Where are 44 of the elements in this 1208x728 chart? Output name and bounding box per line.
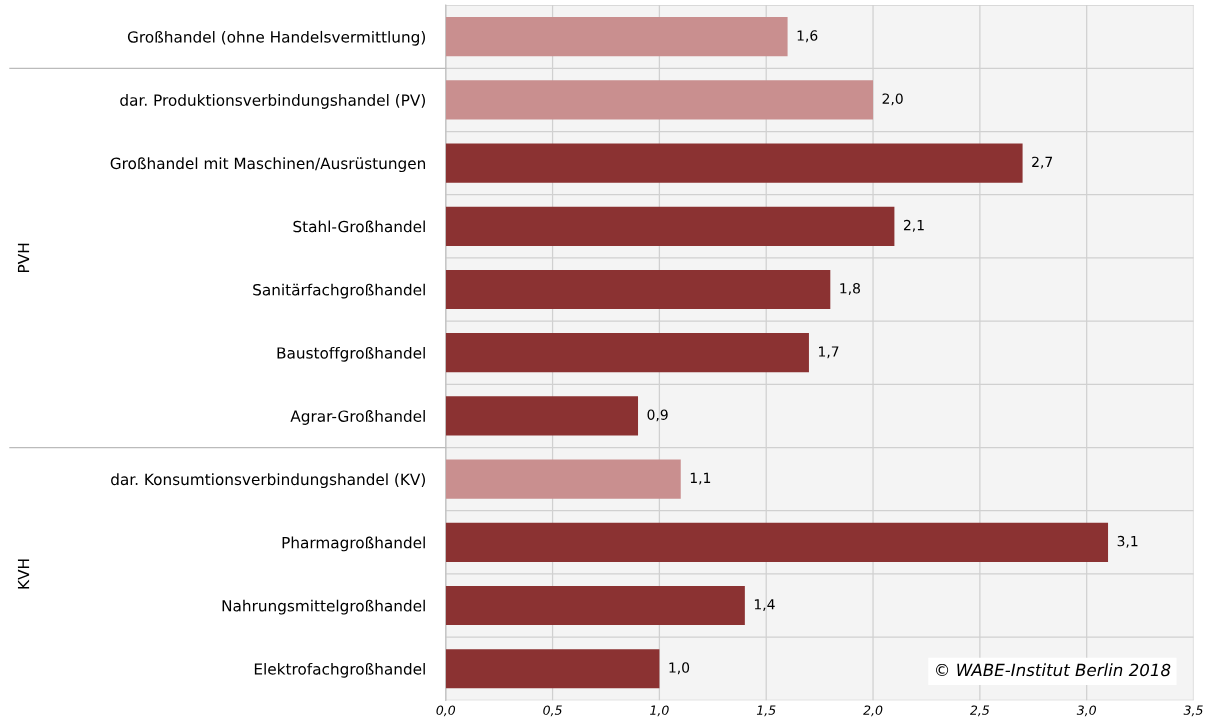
x-tick-label: 1,0: [650, 705, 669, 717]
y-tick-label: Pharmagroßhandel: [282, 536, 425, 552]
data-label: 2,0: [882, 93, 903, 106]
data-label: 2,7: [1032, 156, 1053, 169]
data-label: 1,8: [840, 283, 860, 295]
y-tick-label: Sanitärfachgroßhandel: [253, 283, 425, 299]
y-tick-label: Nahrungsmittelgroßhandel: [222, 599, 425, 615]
data-label: 1,4: [754, 599, 775, 611]
bar: [445, 143, 1023, 183]
data-label: 1,0: [669, 662, 690, 675]
x-tick-label: 0,0: [436, 705, 456, 717]
y-tick-label: Elektrofachgroßhandel: [254, 662, 425, 678]
text: KVH: [17, 559, 30, 589]
x-tick-label: 2,0: [863, 705, 883, 717]
bar: [445, 585, 745, 626]
bar: [445, 206, 895, 246]
bar: [445, 522, 1109, 562]
x-tick-label: 1,5: [756, 705, 776, 717]
data-label: 3,1: [1117, 535, 1138, 548]
y-tick-label: Agrar-Großhandel: [290, 410, 425, 425]
bar: [445, 396, 639, 436]
y-tick-label: Großhandel (ohne Handelsvermittlung): [127, 30, 425, 46]
bar: [445, 333, 809, 373]
y-tick-label: Stahl-Großhandel: [293, 220, 425, 233]
data-label: 1,1: [690, 472, 711, 485]
y-tick-label: dar. Produktionsverbindungshandel (PV): [120, 94, 425, 109]
data-label: 2,1: [903, 219, 924, 232]
bar: [445, 459, 681, 499]
x-tick-label: 2,5: [969, 705, 990, 717]
text: PVH: [17, 243, 30, 272]
x-tick-label: 0,5: [543, 705, 562, 717]
bar: [445, 649, 660, 689]
data-label: 1,7: [819, 346, 839, 359]
data-label: 0,9: [647, 409, 668, 422]
data-label: 1,6: [797, 30, 818, 43]
y-tick-label: Baustoffgroßhandel: [277, 346, 425, 362]
bar: [445, 17, 788, 57]
y-tick-label: dar. Konsumtionsverbindungshandel (KV): [111, 473, 425, 489]
x-tick-label: 3,5: [1183, 705, 1203, 717]
y-tick-label: Großhandel mit Maschinen/Ausrüstungen: [110, 157, 426, 173]
bar: [445, 269, 831, 310]
bar: [445, 80, 874, 120]
x-tick-label: 3,0: [1076, 705, 1096, 717]
annotation: © WABE-Institut Berlin 2018: [936, 663, 1171, 677]
